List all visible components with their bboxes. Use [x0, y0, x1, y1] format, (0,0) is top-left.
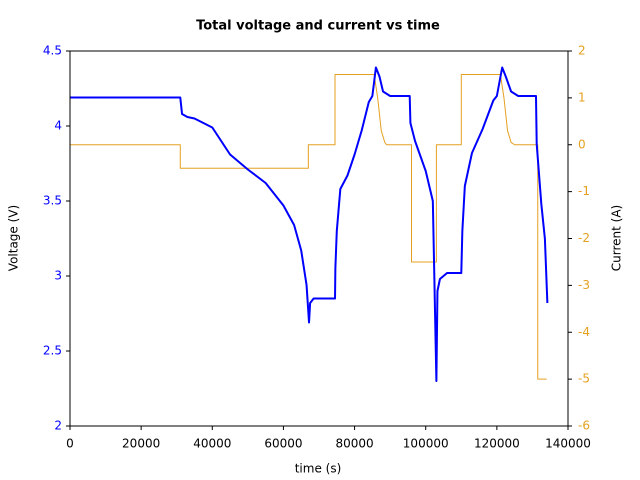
x-tick-label: 40000: [193, 437, 231, 451]
y2-tick-label: 1: [578, 90, 586, 104]
y2-tick-label: -3: [578, 278, 590, 292]
data-line: [70, 66, 549, 382]
x-tick-label: 120000: [474, 437, 520, 451]
y2-tick-label: -1: [578, 184, 590, 198]
y-axis-label: Voltage (V): [7, 205, 21, 271]
y2-tick-label: 2: [578, 44, 586, 58]
y2-tick-label: 0: [578, 137, 586, 151]
x-axis-label: time (s): [295, 462, 342, 476]
chart-title: Total voltage and current vs time: [196, 19, 440, 34]
y-tick-label: 2.5: [43, 344, 62, 358]
y-tick-label: 4: [54, 119, 62, 133]
x-tick-label: 140000: [545, 437, 591, 451]
y2-axis-label: Current (A): [610, 205, 624, 271]
x-tick-label: 80000: [335, 437, 373, 451]
y-tick-label: 3.5: [43, 194, 62, 208]
plot-frame: [69, 50, 569, 427]
y-tick-label: 3: [54, 269, 62, 283]
y2-tick-label: -2: [578, 231, 590, 245]
y-tick-label: 4.5: [43, 44, 62, 58]
y-tick-label: 2: [54, 419, 62, 433]
data-line: [70, 73, 547, 380]
x-tick-label: 0: [66, 437, 74, 451]
x-tick-label: 20000: [122, 437, 160, 451]
x-tick-label: 100000: [403, 437, 449, 451]
y2-tick-label: -4: [578, 325, 590, 339]
x-tick-label: 60000: [264, 437, 302, 451]
y2-tick-label: -6: [578, 419, 590, 433]
y2-tick-label: -5: [578, 372, 590, 386]
